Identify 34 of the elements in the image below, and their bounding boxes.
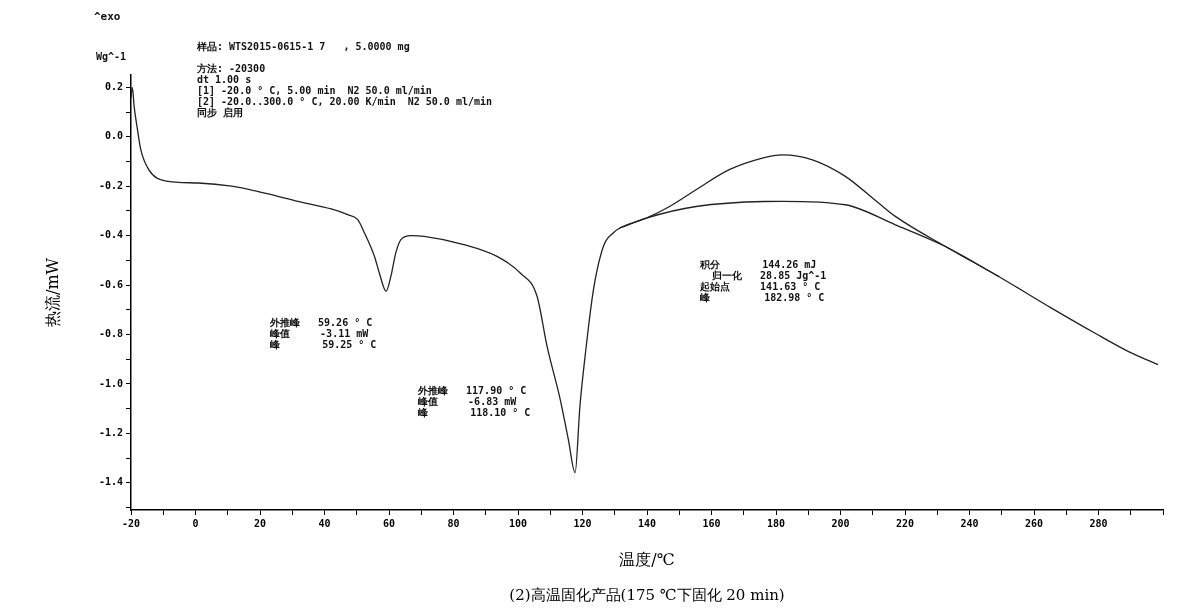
text: (2)高温固化产品(175 ℃下固化 20 min) <box>509 585 785 604</box>
x-tick-label: 20 <box>253 517 267 529</box>
x-tick-label: 240 <box>960 517 979 529</box>
text: ^exo <box>94 10 121 24</box>
y-tick-label: -0.2 <box>98 179 123 191</box>
y-tick-label: 0.2 <box>104 80 123 92</box>
x-tick-label: 160 <box>702 517 721 529</box>
y-tick-label: 0.0 <box>104 130 123 142</box>
text: Wg^-1 <box>96 50 127 62</box>
y-tick-label: -0.8 <box>98 328 123 340</box>
x-tick-label: 180 <box>766 517 786 529</box>
annotation: 外推峰 117.90 ° C 峰值 -6.83 mW 峰 118.10 ° C <box>417 384 531 418</box>
y-axis-title: 热流/mW <box>42 257 62 328</box>
y-tick-label: -0.6 <box>98 278 123 290</box>
x-tick-label: 140 <box>637 517 657 529</box>
y-tick-label: -1.0 <box>98 377 123 389</box>
x-tick-label: 220 <box>895 517 915 529</box>
x-tick-label: 200 <box>831 517 850 529</box>
x-tick-label: -20 <box>121 517 141 529</box>
y-tick-label: -1.2 <box>98 426 123 438</box>
annotation: 样品: WTS2015-0615-1 7 , 5.0000 mg 方法: -20300 dt 1.00 s [1] -20.0 ° C, 5.00 min N2 50.0 ml/min [2] -20.0..300.0 ° C, 20.00 K/min N2 50.0 ml/min 同步 启用 <box>196 40 493 118</box>
x-tick-label: 120 <box>573 517 592 529</box>
x-tick-label: 0 <box>192 517 199 529</box>
x-tick-label: 60 <box>382 517 396 529</box>
x-tick-label: 280 <box>1089 517 1108 529</box>
annotation: 外推峰 59.26 ° C 峰值 -3.11 mW 峰 59.25 ° C <box>269 316 377 350</box>
y-tick-label: -0.4 <box>98 229 123 241</box>
x-tick-label: 100 <box>508 517 528 529</box>
x-tick-label: 80 <box>447 517 460 529</box>
x-axis-title: 温度/℃ <box>619 549 675 569</box>
annotation: 积分 144.26 mJ 归一化 28.85 Jg^-1 起始点 141.63 ° C 峰 182.98 ° C <box>699 258 827 303</box>
x-tick-label: 40 <box>318 517 331 529</box>
x-tick-label: 260 <box>1024 517 1044 529</box>
y-tick-label: -1.4 <box>98 476 123 488</box>
